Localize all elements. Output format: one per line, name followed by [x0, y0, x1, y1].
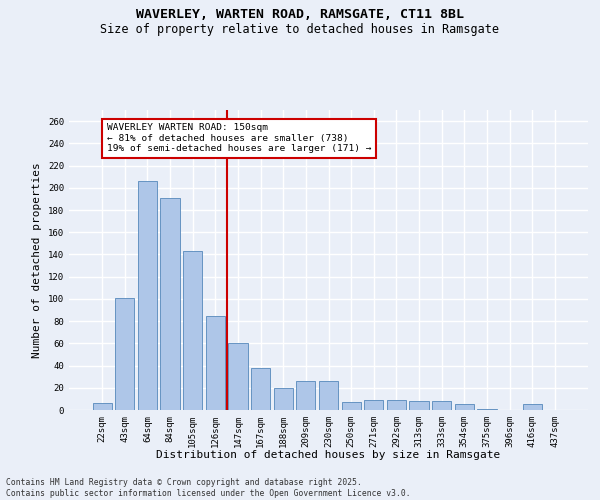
Text: Size of property relative to detached houses in Ramsgate: Size of property relative to detached ho… — [101, 22, 499, 36]
Bar — [183, 251, 202, 410]
Text: WAVERLEY WARTEN ROAD: 150sqm
← 81% of detached houses are smaller (738)
19% of s: WAVERLEY WARTEN ROAD: 150sqm ← 81% of de… — [107, 124, 371, 153]
Text: Contains HM Land Registry data © Crown copyright and database right 2025.
Contai: Contains HM Land Registry data © Crown c… — [6, 478, 410, 498]
Bar — [138, 181, 157, 410]
Bar — [229, 344, 248, 410]
Bar — [92, 404, 112, 410]
Bar — [160, 198, 180, 410]
Bar — [274, 388, 293, 410]
Y-axis label: Number of detached properties: Number of detached properties — [32, 162, 43, 358]
Text: WAVERLEY, WARTEN ROAD, RAMSGATE, CT11 8BL: WAVERLEY, WARTEN ROAD, RAMSGATE, CT11 8B… — [136, 8, 464, 20]
Bar — [477, 409, 497, 410]
Bar — [364, 400, 383, 410]
Bar — [341, 402, 361, 410]
Bar — [296, 381, 316, 410]
Bar — [206, 316, 225, 410]
Bar — [455, 404, 474, 410]
Bar — [319, 381, 338, 410]
Bar — [115, 298, 134, 410]
Bar — [251, 368, 270, 410]
Bar — [432, 401, 451, 410]
Bar — [409, 401, 428, 410]
Bar — [387, 400, 406, 410]
Bar — [523, 404, 542, 410]
X-axis label: Distribution of detached houses by size in Ramsgate: Distribution of detached houses by size … — [157, 450, 500, 460]
